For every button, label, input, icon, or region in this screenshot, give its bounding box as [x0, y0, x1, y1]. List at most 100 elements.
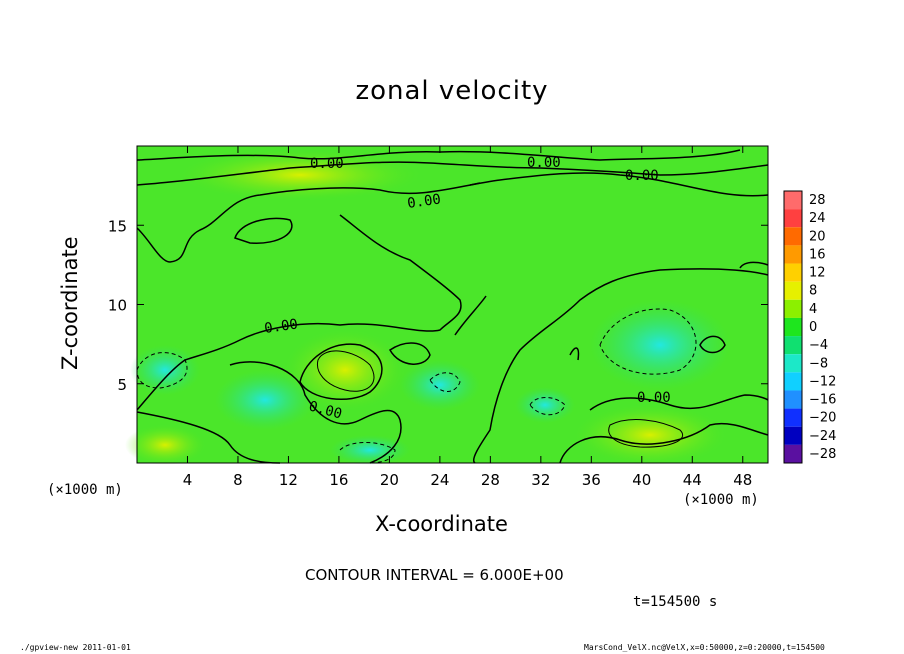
colorbar-label: −4 — [809, 338, 828, 353]
contour-line — [429, 372, 461, 392]
positive-patch — [575, 405, 725, 465]
contour-line — [473, 268, 769, 464]
y-axis: 5 10 15 — [108, 217, 768, 394]
x-tick-label: 4 — [183, 471, 193, 489]
positive-contours — [316, 350, 683, 448]
contour-line — [589, 394, 769, 411]
x-tick-label: 32 — [531, 471, 550, 489]
contour-line — [599, 308, 697, 375]
contour-line — [559, 423, 769, 464]
x-tick-label: 44 — [683, 471, 702, 489]
zero-contours — [136, 149, 769, 464]
contour-line — [229, 361, 402, 464]
footer-program-date: ./gpview-new 2011-01-01 — [20, 643, 131, 652]
contour-label: 0.00 — [310, 156, 344, 172]
x-tick-label: 8 — [233, 471, 243, 489]
colorbar-segment — [784, 444, 802, 463]
y-tick-label: 15 — [108, 217, 127, 235]
contour-label: 0.00 — [625, 168, 659, 184]
contour-line — [339, 442, 396, 464]
colorbar-segment — [784, 281, 802, 300]
positive-patch — [180, 150, 420, 200]
x-tick-label: 48 — [733, 471, 752, 489]
negative-patch — [590, 300, 730, 390]
negative-patch — [515, 387, 575, 423]
x-unit-label-left: (×1000 m) — [47, 482, 123, 498]
colorbar-segment — [784, 390, 802, 409]
positive-patch — [285, 330, 405, 410]
positive-patch — [125, 425, 205, 465]
x-unit-label-right: (×1000 m) — [683, 492, 759, 508]
contour-line — [608, 419, 683, 448]
contour-line — [469, 182, 481, 186]
colorbar-label: 24 — [809, 211, 826, 226]
x-tick-label: 24 — [430, 471, 449, 489]
contour-line — [529, 397, 566, 416]
colorbar-label: 4 — [809, 302, 817, 317]
colorbar-label: 0 — [809, 320, 817, 335]
contour-line — [136, 411, 281, 464]
x-axis: 4 8 12 16 20 24 28 32 36 40 44 48 — [183, 146, 752, 489]
colorbar-label: −12 — [809, 374, 836, 389]
y-tick-label: 10 — [108, 297, 127, 315]
time-label: t=154500 s — [633, 594, 718, 610]
negative-patch — [330, 435, 410, 465]
colorbar-label: 20 — [809, 229, 826, 244]
negative-patch — [215, 370, 315, 430]
contour-line — [389, 342, 431, 365]
y-axis-label: Z-coordinate — [58, 236, 82, 370]
colorbar-segment — [784, 209, 802, 228]
x-tick-label: 20 — [380, 471, 399, 489]
negative-contours — [136, 308, 697, 464]
colorbar-label: −20 — [809, 411, 836, 426]
colorbar-segment — [784, 317, 802, 337]
colorbar-label: −8 — [809, 356, 828, 371]
colorbar-segment — [784, 426, 802, 445]
colorbar-label: 28 — [809, 193, 826, 208]
contour-label: 0.00 — [263, 316, 299, 337]
footer-data-source: MarsCond_VelX.nc@VelX,x=0:50000,z=0:2000… — [584, 643, 825, 652]
colorbar-segment — [784, 354, 802, 373]
contour-line — [136, 161, 769, 186]
x-tick-label: 16 — [329, 471, 348, 489]
contour-line — [454, 295, 487, 336]
x-tick-label: 12 — [279, 471, 298, 489]
negative-patch — [400, 360, 480, 410]
colorbar-label: −16 — [809, 393, 836, 408]
colorbar-segment — [784, 372, 802, 391]
colorbar-label: 16 — [809, 247, 826, 262]
x-tick-label: 28 — [481, 471, 500, 489]
contour-line — [699, 335, 726, 354]
contour-line — [136, 214, 462, 411]
contour-label: 0.00 — [406, 191, 442, 212]
colorbar-segment — [784, 336, 802, 355]
contour-label-group: 0.00 0.000.000.000.000.000.00 — [263, 155, 670, 423]
contour-line — [569, 347, 580, 361]
contour-label: 0.00 — [637, 390, 671, 406]
colorbar-segment — [784, 191, 802, 210]
colorbar-label: 8 — [809, 284, 817, 299]
contour-line — [316, 350, 375, 392]
contour-label: 0.00 — [527, 155, 561, 171]
colorbar-segment — [784, 408, 802, 427]
colorbar-label: −24 — [809, 429, 836, 444]
x-axis-label: X-coordinate — [375, 512, 508, 536]
contour-interval-note: CONTOUR INTERVAL = 6.000E+00 — [305, 566, 564, 584]
colorbar-segment — [784, 227, 802, 246]
colorbar-segment — [784, 299, 802, 318]
contour-line — [299, 343, 383, 401]
colorbar: 28 24 20 16 12 8 4 0 −4 −8 −12 −16 −20 −24 −28 — [783, 190, 836, 464]
colorbar-label: −28 — [809, 447, 836, 462]
y-tick-label: 5 — [117, 376, 127, 394]
colorbar-segment — [784, 263, 802, 282]
contour-line — [739, 261, 769, 269]
contour-line — [234, 217, 293, 244]
chart-title: zonal velocity — [355, 76, 549, 106]
contour-line — [136, 172, 769, 263]
x-tick-label: 36 — [582, 471, 601, 489]
colorbar-segment — [784, 245, 802, 264]
colorbar-frame — [783, 190, 803, 464]
x-tick-label: 40 — [632, 471, 651, 489]
colorbar-label: 12 — [809, 266, 826, 281]
